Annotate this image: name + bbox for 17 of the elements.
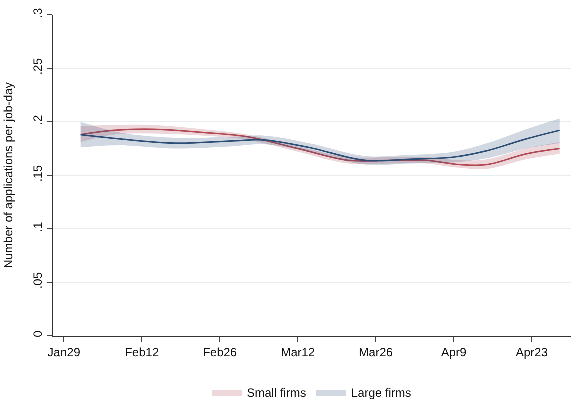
y-tick-label: .1 — [31, 222, 46, 232]
x-tick-label: Apr9 — [441, 345, 468, 360]
x-tick-label: Feb12 — [125, 345, 160, 360]
x-tick-label: Apr23 — [516, 345, 548, 360]
x-tick-label: Jan29 — [48, 345, 81, 360]
y-tick-label: .2 — [31, 114, 46, 126]
legend-label: Small firms — [247, 386, 306, 400]
y-axis-title: Number of applications per job-day — [2, 82, 16, 269]
x-tick-label: Mar12 — [281, 345, 316, 360]
x-tick-label: Feb26 — [203, 345, 238, 360]
y-tick-label: .05 — [31, 272, 46, 290]
y-tick-label: 0 — [31, 330, 46, 338]
legend-label: Large firms — [351, 386, 412, 400]
y-tick-label: .3 — [31, 8, 46, 18]
y-tick-label: .15 — [31, 165, 46, 182]
x-tick-label: Mar26 — [359, 345, 394, 360]
y-tick-label: .25 — [31, 58, 46, 76]
